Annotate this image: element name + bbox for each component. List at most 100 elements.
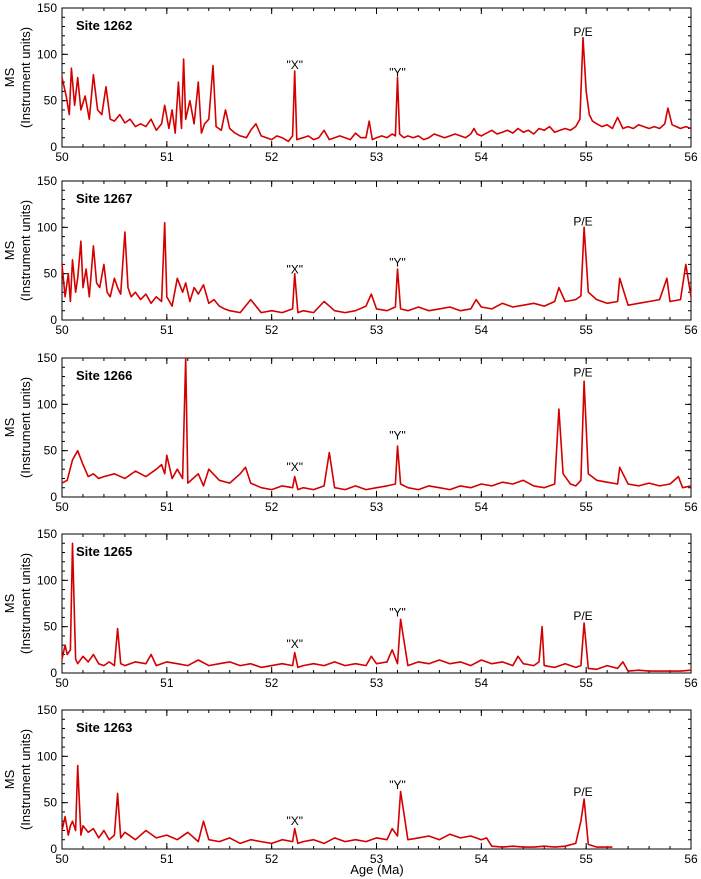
- y-tick-label: 50: [44, 620, 58, 634]
- x-tick-label: 52: [265, 500, 279, 514]
- y-axis-label: MS: [2, 417, 17, 437]
- site-label: Site 1263: [76, 720, 132, 735]
- peak-annotation: "Y": [389, 605, 406, 619]
- y-tick-label: 150: [37, 527, 57, 541]
- y-axis-label: MS: [2, 769, 17, 789]
- x-tick-label: 51: [160, 676, 174, 690]
- ms-series-line: [61, 36, 692, 143]
- ms-series-line: [61, 357, 692, 491]
- y-tick-label: 50: [44, 444, 58, 458]
- site-label: Site 1266: [76, 368, 132, 383]
- x-tick-label: 54: [475, 150, 489, 164]
- peak-annotation: "Y": [389, 778, 406, 792]
- x-tick-label: 50: [55, 150, 69, 164]
- y-tick-label: 100: [37, 749, 57, 763]
- x-tick-label: 54: [475, 852, 489, 866]
- plot-frame: [61, 7, 692, 148]
- x-tick-label: 55: [579, 323, 593, 337]
- y-tick-label: 100: [37, 573, 57, 587]
- x-tick-label: 50: [55, 323, 69, 337]
- peak-annotation: P/E: [573, 25, 592, 39]
- y-axis-label-units: (Instrument units): [18, 553, 33, 654]
- peak-annotation: "X": [286, 58, 303, 72]
- y-tick-label: 0: [50, 140, 57, 154]
- x-tick-label: 53: [370, 323, 384, 337]
- x-tick-label: 55: [579, 150, 593, 164]
- plot-frame: [61, 709, 692, 850]
- plot-frame: [61, 533, 692, 674]
- x-tick-label: 54: [475, 323, 489, 337]
- y-axis-label-units: (Instrument units): [18, 377, 33, 478]
- plot-frame: [61, 357, 692, 498]
- peak-annotation: "Y": [389, 429, 406, 443]
- x-tick-label: 51: [160, 852, 174, 866]
- x-tick-label: 54: [475, 500, 489, 514]
- x-tick-label: 52: [265, 676, 279, 690]
- y-axis-label-units: (Instrument units): [18, 200, 33, 301]
- y-tick-label: 150: [37, 703, 57, 717]
- x-tick-label: 50: [55, 676, 69, 690]
- peak-annotation: "X": [286, 637, 303, 651]
- ms-series-line: [61, 542, 692, 672]
- x-tick-label: 55: [579, 500, 593, 514]
- peak-annotation: P/E: [573, 785, 592, 799]
- y-axis-label: MS: [2, 593, 17, 613]
- x-tick-label: 53: [370, 500, 384, 514]
- peak-annotation: "X": [286, 460, 303, 474]
- y-tick-label: 150: [37, 174, 57, 188]
- x-tick-label: 53: [370, 676, 384, 690]
- x-tick-label: 56: [684, 150, 698, 164]
- y-axis-label-units: (Instrument units): [18, 729, 33, 830]
- site-label: Site 1265: [76, 544, 132, 559]
- peak-annotation: P/E: [573, 366, 592, 380]
- x-tick-label: 55: [579, 676, 593, 690]
- x-tick-label: 51: [160, 323, 174, 337]
- peak-annotation: "Y": [389, 66, 406, 80]
- y-tick-label: 50: [44, 94, 58, 108]
- site-label: Site 1267: [76, 191, 132, 206]
- y-axis-label: MS: [2, 67, 17, 87]
- peak-annotation: P/E: [573, 609, 592, 623]
- y-tick-label: 150: [37, 351, 57, 365]
- ms-series-line: [61, 764, 613, 848]
- x-tick-label: 56: [684, 676, 698, 690]
- peak-annotation: "Y": [389, 255, 406, 269]
- x-tick-label: 51: [160, 150, 174, 164]
- y-tick-label: 150: [37, 1, 57, 15]
- x-tick-label: 50: [55, 500, 69, 514]
- x-tick-label: 55: [579, 852, 593, 866]
- x-tick-label: 56: [684, 500, 698, 514]
- site-label: Site 1262: [76, 18, 132, 33]
- x-tick-label: 52: [265, 150, 279, 164]
- y-tick-label: 0: [50, 666, 57, 680]
- x-tick-label: 56: [684, 323, 698, 337]
- y-tick-label: 50: [44, 267, 58, 281]
- x-tick-label: 54: [475, 676, 489, 690]
- x-tick-label: 53: [370, 852, 384, 866]
- peak-annotation: "X": [286, 814, 303, 828]
- y-tick-label: 100: [37, 47, 57, 61]
- y-tick-label: 0: [50, 842, 57, 856]
- x-tick-label: 53: [370, 150, 384, 164]
- y-axis-label-units: (Instrument units): [18, 27, 33, 128]
- y-tick-label: 100: [37, 220, 57, 234]
- x-tick-label: 51: [160, 500, 174, 514]
- ms-series-line: [61, 221, 692, 314]
- x-tick-label: 52: [265, 852, 279, 866]
- x-tick-label: 50: [55, 852, 69, 866]
- y-tick-label: 0: [50, 490, 57, 504]
- x-tick-label: 56: [684, 852, 698, 866]
- y-tick-label: 0: [50, 313, 57, 327]
- y-tick-label: 100: [37, 397, 57, 411]
- y-axis-label: MS: [2, 240, 17, 260]
- x-tick-label: 52: [265, 323, 279, 337]
- peak-annotation: "X": [286, 263, 303, 277]
- peak-annotation: P/E: [573, 214, 592, 228]
